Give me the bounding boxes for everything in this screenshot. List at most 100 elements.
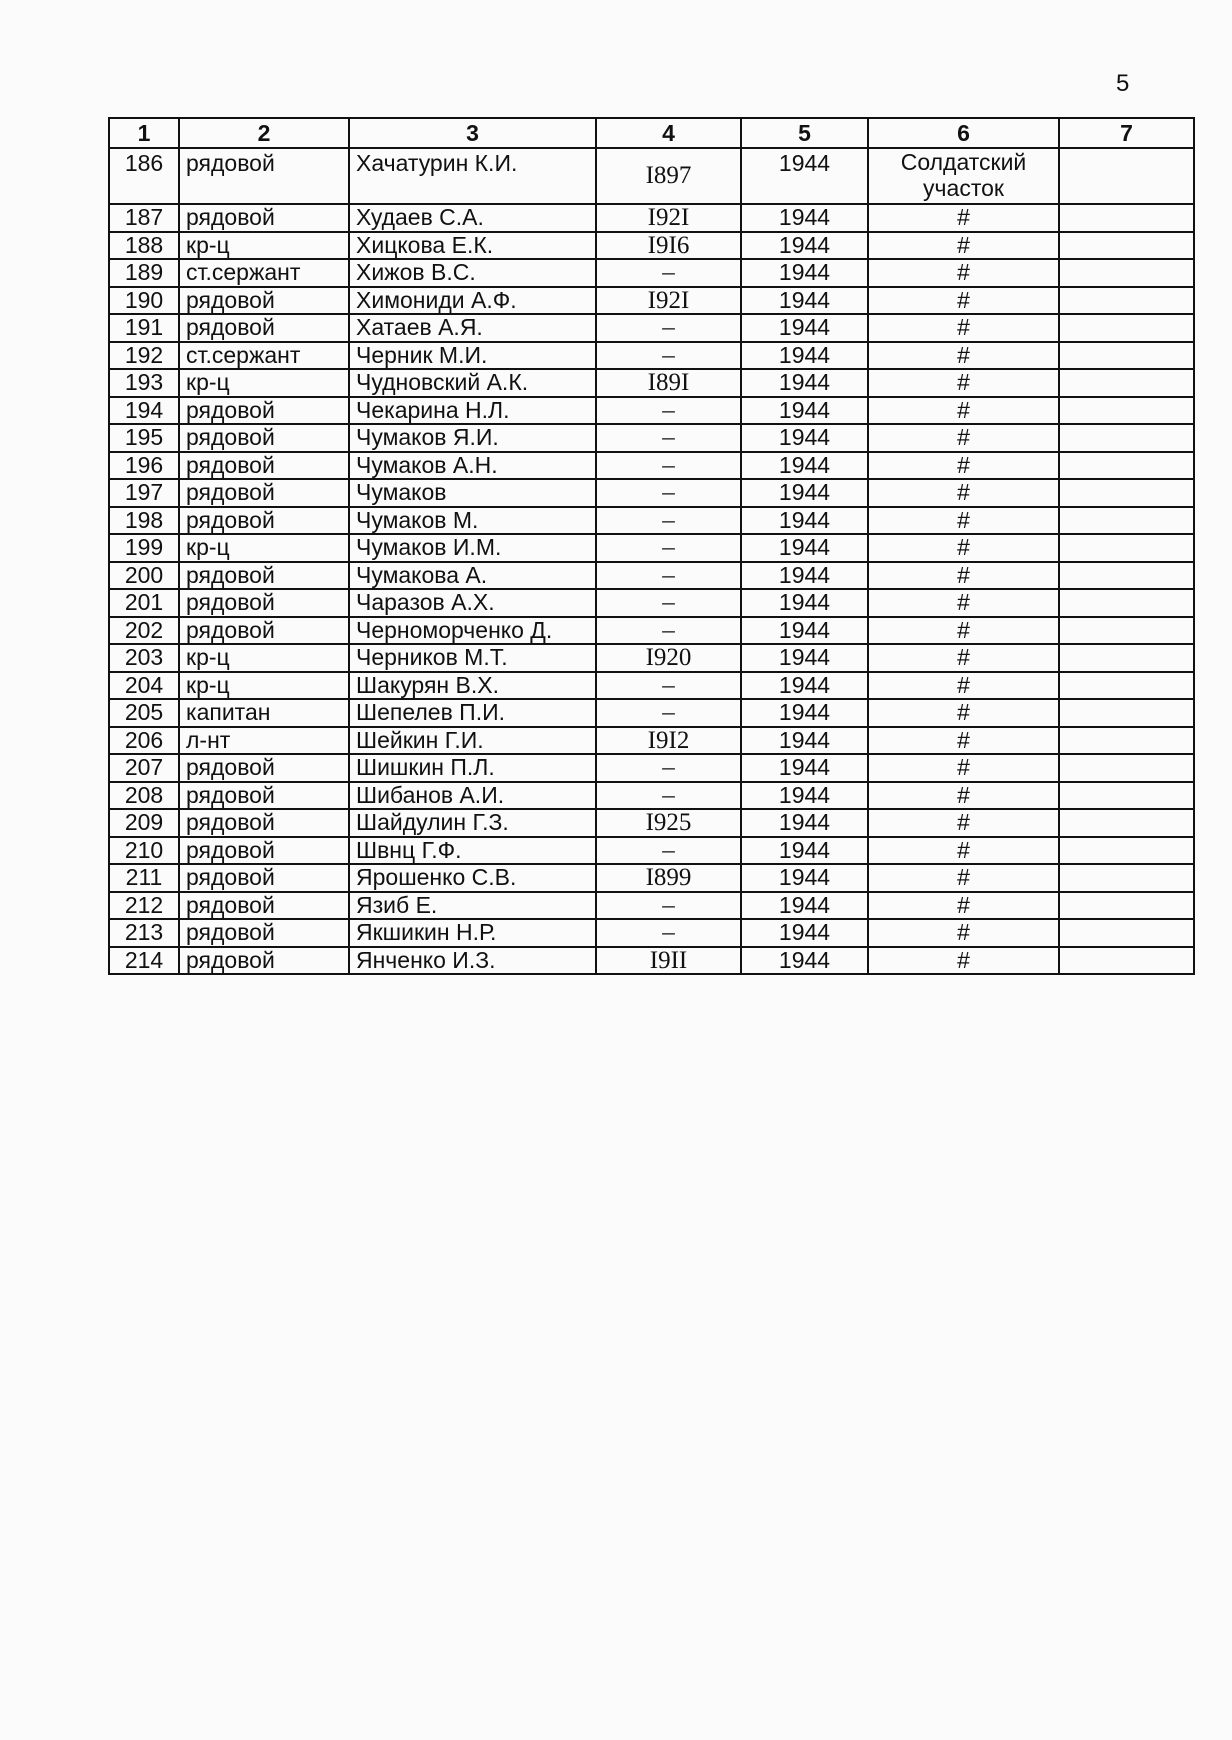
full-name-cell: Чумаков Я.И. bbox=[348, 423, 597, 453]
burial-place-cell: # bbox=[867, 890, 1060, 920]
death-year-cell: 1944 bbox=[740, 643, 869, 673]
burial-place-cell: # bbox=[867, 533, 1060, 563]
note-cell bbox=[1058, 615, 1195, 645]
table-row: 212 рядовой Язиб Е. –1944 # bbox=[108, 890, 1195, 920]
burial-place-cell: # bbox=[867, 945, 1060, 975]
full-name-cell: Чаразов А.Х. bbox=[348, 588, 597, 618]
burial-place-cell: # bbox=[867, 698, 1060, 728]
birth-year-cell: I89I bbox=[595, 368, 742, 398]
birth-year-cell: – bbox=[595, 918, 742, 948]
burial-place-cell: # bbox=[867, 423, 1060, 453]
row-number-cell: 189 bbox=[108, 258, 180, 288]
burial-place-cell: # bbox=[867, 560, 1060, 590]
full-name-cell: Шакурян В.Х. bbox=[348, 670, 597, 700]
note-cell bbox=[1058, 340, 1195, 370]
death-year-cell: 1944 bbox=[740, 588, 869, 618]
row-number-cell: 211 bbox=[108, 863, 180, 893]
row-number-cell: 191 bbox=[108, 313, 180, 343]
birth-year-cell: – bbox=[595, 450, 742, 480]
table-row: 211 рядовой Ярошенко С.В. I899 1944 # bbox=[108, 863, 1195, 893]
birth-year-cell: – bbox=[595, 588, 742, 618]
rank-cell: ст.сержант bbox=[178, 340, 350, 370]
full-name-cell: Янченко И.З. bbox=[348, 945, 597, 975]
table-row: 195 рядовой Чумаков Я.И. –1944 # bbox=[108, 423, 1195, 453]
death-year-cell: 1944 bbox=[740, 368, 869, 398]
row-number-cell: 186 bbox=[108, 147, 180, 205]
note-cell bbox=[1058, 505, 1195, 535]
column-header: 1 bbox=[108, 117, 180, 149]
death-year-cell: 1944 bbox=[740, 203, 869, 233]
table-row: 214 рядовой Янченко И.З. I9II 1944 # bbox=[108, 945, 1195, 975]
row-number-cell: 210 bbox=[108, 835, 180, 865]
table-row: 191 рядовой Хатаев А.Я. –1944 # bbox=[108, 313, 1195, 343]
note-cell bbox=[1058, 890, 1195, 920]
burial-place-cell: # bbox=[867, 258, 1060, 288]
rank-cell: рядовой bbox=[178, 863, 350, 893]
rank-cell: рядовой bbox=[178, 890, 350, 920]
note-cell bbox=[1058, 863, 1195, 893]
full-name-cell: Черник М.И. bbox=[348, 340, 597, 370]
rank-cell: рядовой bbox=[178, 615, 350, 645]
column-header: 4 bbox=[595, 117, 742, 149]
rank-cell: л-нт bbox=[178, 725, 350, 755]
row-number-cell: 190 bbox=[108, 285, 180, 315]
death-year-cell: 1944 bbox=[740, 615, 869, 645]
birth-year-cell: – bbox=[595, 780, 742, 810]
birth-year-cell: – bbox=[595, 533, 742, 563]
birth-year-cell: – bbox=[595, 670, 742, 700]
birth-year-cell: – bbox=[595, 423, 742, 453]
death-year-cell: 1944 bbox=[740, 725, 869, 755]
row-number-cell: 209 bbox=[108, 808, 180, 838]
full-name-cell: Чекарина Н.Л. bbox=[348, 395, 597, 425]
note-cell bbox=[1058, 808, 1195, 838]
burial-place-cell: # bbox=[867, 670, 1060, 700]
death-year-cell: 1944 bbox=[740, 863, 869, 893]
note-cell bbox=[1058, 533, 1195, 563]
table-row: 208 рядовой Шибанов А.И. –1944 # bbox=[108, 780, 1195, 810]
page-number: 5 bbox=[1116, 70, 1130, 97]
row-number-cell: 204 bbox=[108, 670, 180, 700]
birth-year-cell: I9II bbox=[595, 945, 742, 975]
birth-year-cell: – bbox=[595, 835, 742, 865]
rank-cell: рядовой bbox=[178, 505, 350, 535]
row-number-cell: 187 bbox=[108, 203, 180, 233]
note-cell bbox=[1058, 203, 1195, 233]
burial-place-cell: # bbox=[867, 725, 1060, 755]
full-name-cell: Черноморченко Д. bbox=[348, 615, 597, 645]
birth-year-cell: – bbox=[595, 890, 742, 920]
birth-year-cell: I92I bbox=[595, 285, 742, 315]
column-header: 3 bbox=[348, 117, 597, 149]
rank-cell: рядовой bbox=[178, 203, 350, 233]
table-row: 206 л-нт Шейкин Г.И. I9I2 1944 # bbox=[108, 725, 1195, 755]
column-header: 5 bbox=[740, 117, 869, 149]
burial-place-cell: # bbox=[867, 863, 1060, 893]
burial-place-cell: # bbox=[867, 478, 1060, 508]
row-number-cell: 207 bbox=[108, 753, 180, 783]
burial-place-cell: Солдатский участок bbox=[867, 147, 1060, 205]
death-year-cell: 1944 bbox=[740, 533, 869, 563]
table-row: 197 рядовой Чумаков –1944 # bbox=[108, 478, 1195, 508]
table-row: 189 ст.сержант Хижов В.С. –1944 # bbox=[108, 258, 1195, 288]
death-year-cell: 1944 bbox=[740, 478, 869, 508]
full-name-cell: Хицкова Е.К. bbox=[348, 230, 597, 260]
note-cell bbox=[1058, 147, 1195, 205]
death-year-cell: 1944 bbox=[740, 313, 869, 343]
row-number-cell: 196 bbox=[108, 450, 180, 480]
row-number-cell: 202 bbox=[108, 615, 180, 645]
birth-year-cell: I92I bbox=[595, 203, 742, 233]
death-year-cell: 1944 bbox=[740, 808, 869, 838]
burial-place-cell: # bbox=[867, 643, 1060, 673]
table-row: 198 рядовой Чумаков М. –1944 # bbox=[108, 505, 1195, 535]
note-cell bbox=[1058, 780, 1195, 810]
burial-place-cell: # bbox=[867, 285, 1060, 315]
full-name-cell: Чумаков А.Н. bbox=[348, 450, 597, 480]
note-cell bbox=[1058, 423, 1195, 453]
rank-cell: кр-ц bbox=[178, 230, 350, 260]
rank-cell: рядовой bbox=[178, 918, 350, 948]
row-number-cell: 193 bbox=[108, 368, 180, 398]
burial-place-cell: # bbox=[867, 340, 1060, 370]
death-year-cell: 1944 bbox=[740, 918, 869, 948]
full-name-cell: Язиб Е. bbox=[348, 890, 597, 920]
full-name-cell: Чумаков М. bbox=[348, 505, 597, 535]
rank-cell: рядовой bbox=[178, 780, 350, 810]
